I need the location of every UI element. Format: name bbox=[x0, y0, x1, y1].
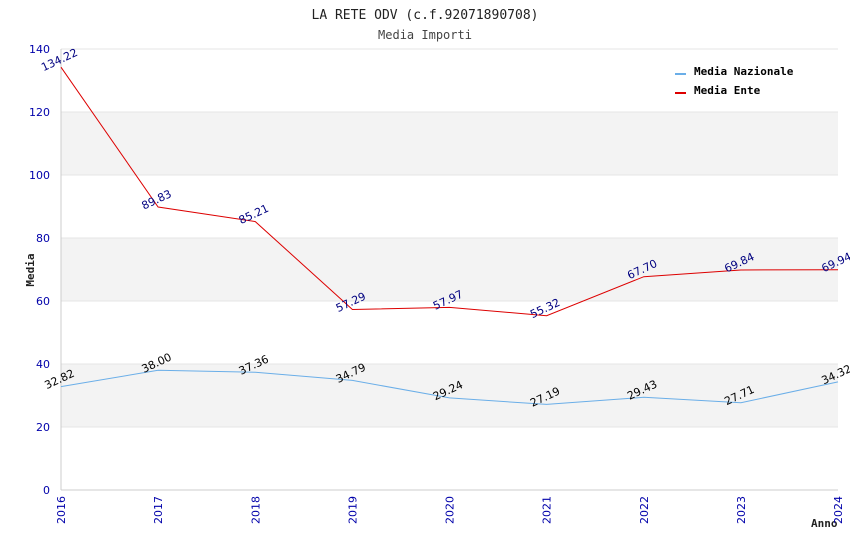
y-tick-label: 20 bbox=[36, 421, 50, 434]
x-tick-label: 2016 bbox=[55, 496, 68, 524]
y-tick-label: 120 bbox=[29, 106, 50, 119]
x-tick-label: 2017 bbox=[152, 496, 165, 524]
x-tick-label: 2019 bbox=[346, 496, 359, 524]
x-tick-label: 2024 bbox=[832, 496, 845, 524]
y-tick-label: 40 bbox=[36, 358, 50, 371]
y-tick-label: 140 bbox=[29, 43, 50, 56]
y-tick-label: 60 bbox=[36, 295, 50, 308]
y-tick-label: 100 bbox=[29, 169, 50, 182]
grid-band bbox=[61, 112, 838, 175]
legend-entry: Media Nazionale bbox=[694, 65, 794, 78]
y-axis-label: Media bbox=[24, 253, 37, 286]
x-tick-labels: 2016 2017 2018 2019 2020 2021 2022 2023 2024 bbox=[55, 496, 845, 524]
x-tick-label: 2018 bbox=[249, 496, 262, 524]
x-tick-label: 2021 bbox=[541, 496, 554, 524]
legend-entry: Media Ente bbox=[694, 84, 761, 97]
data-label: 85.21 bbox=[237, 202, 271, 227]
x-axis-label: Anno bbox=[811, 517, 838, 530]
y-tick-label: 80 bbox=[36, 232, 50, 245]
grid-bands bbox=[61, 112, 838, 427]
y-tick-label: 0 bbox=[43, 484, 50, 497]
chart-title: LA RETE ODV (c.f.92071890708) bbox=[312, 8, 539, 23]
grid-band bbox=[61, 238, 838, 301]
legend: Media Nazionale Media Ente bbox=[675, 65, 794, 97]
x-tick-label: 2022 bbox=[638, 496, 651, 524]
x-tick-label: 2020 bbox=[444, 496, 457, 524]
series-line bbox=[60, 66, 839, 317]
chart-subtitle: Media Importi bbox=[378, 28, 472, 42]
gridlines bbox=[61, 48, 838, 491]
grid-band bbox=[61, 364, 838, 427]
series-line bbox=[60, 369, 839, 405]
y-tick-labels: 0 20 40 60 80 100 120 140 bbox=[29, 43, 50, 497]
x-tick-label: 2023 bbox=[735, 496, 748, 524]
